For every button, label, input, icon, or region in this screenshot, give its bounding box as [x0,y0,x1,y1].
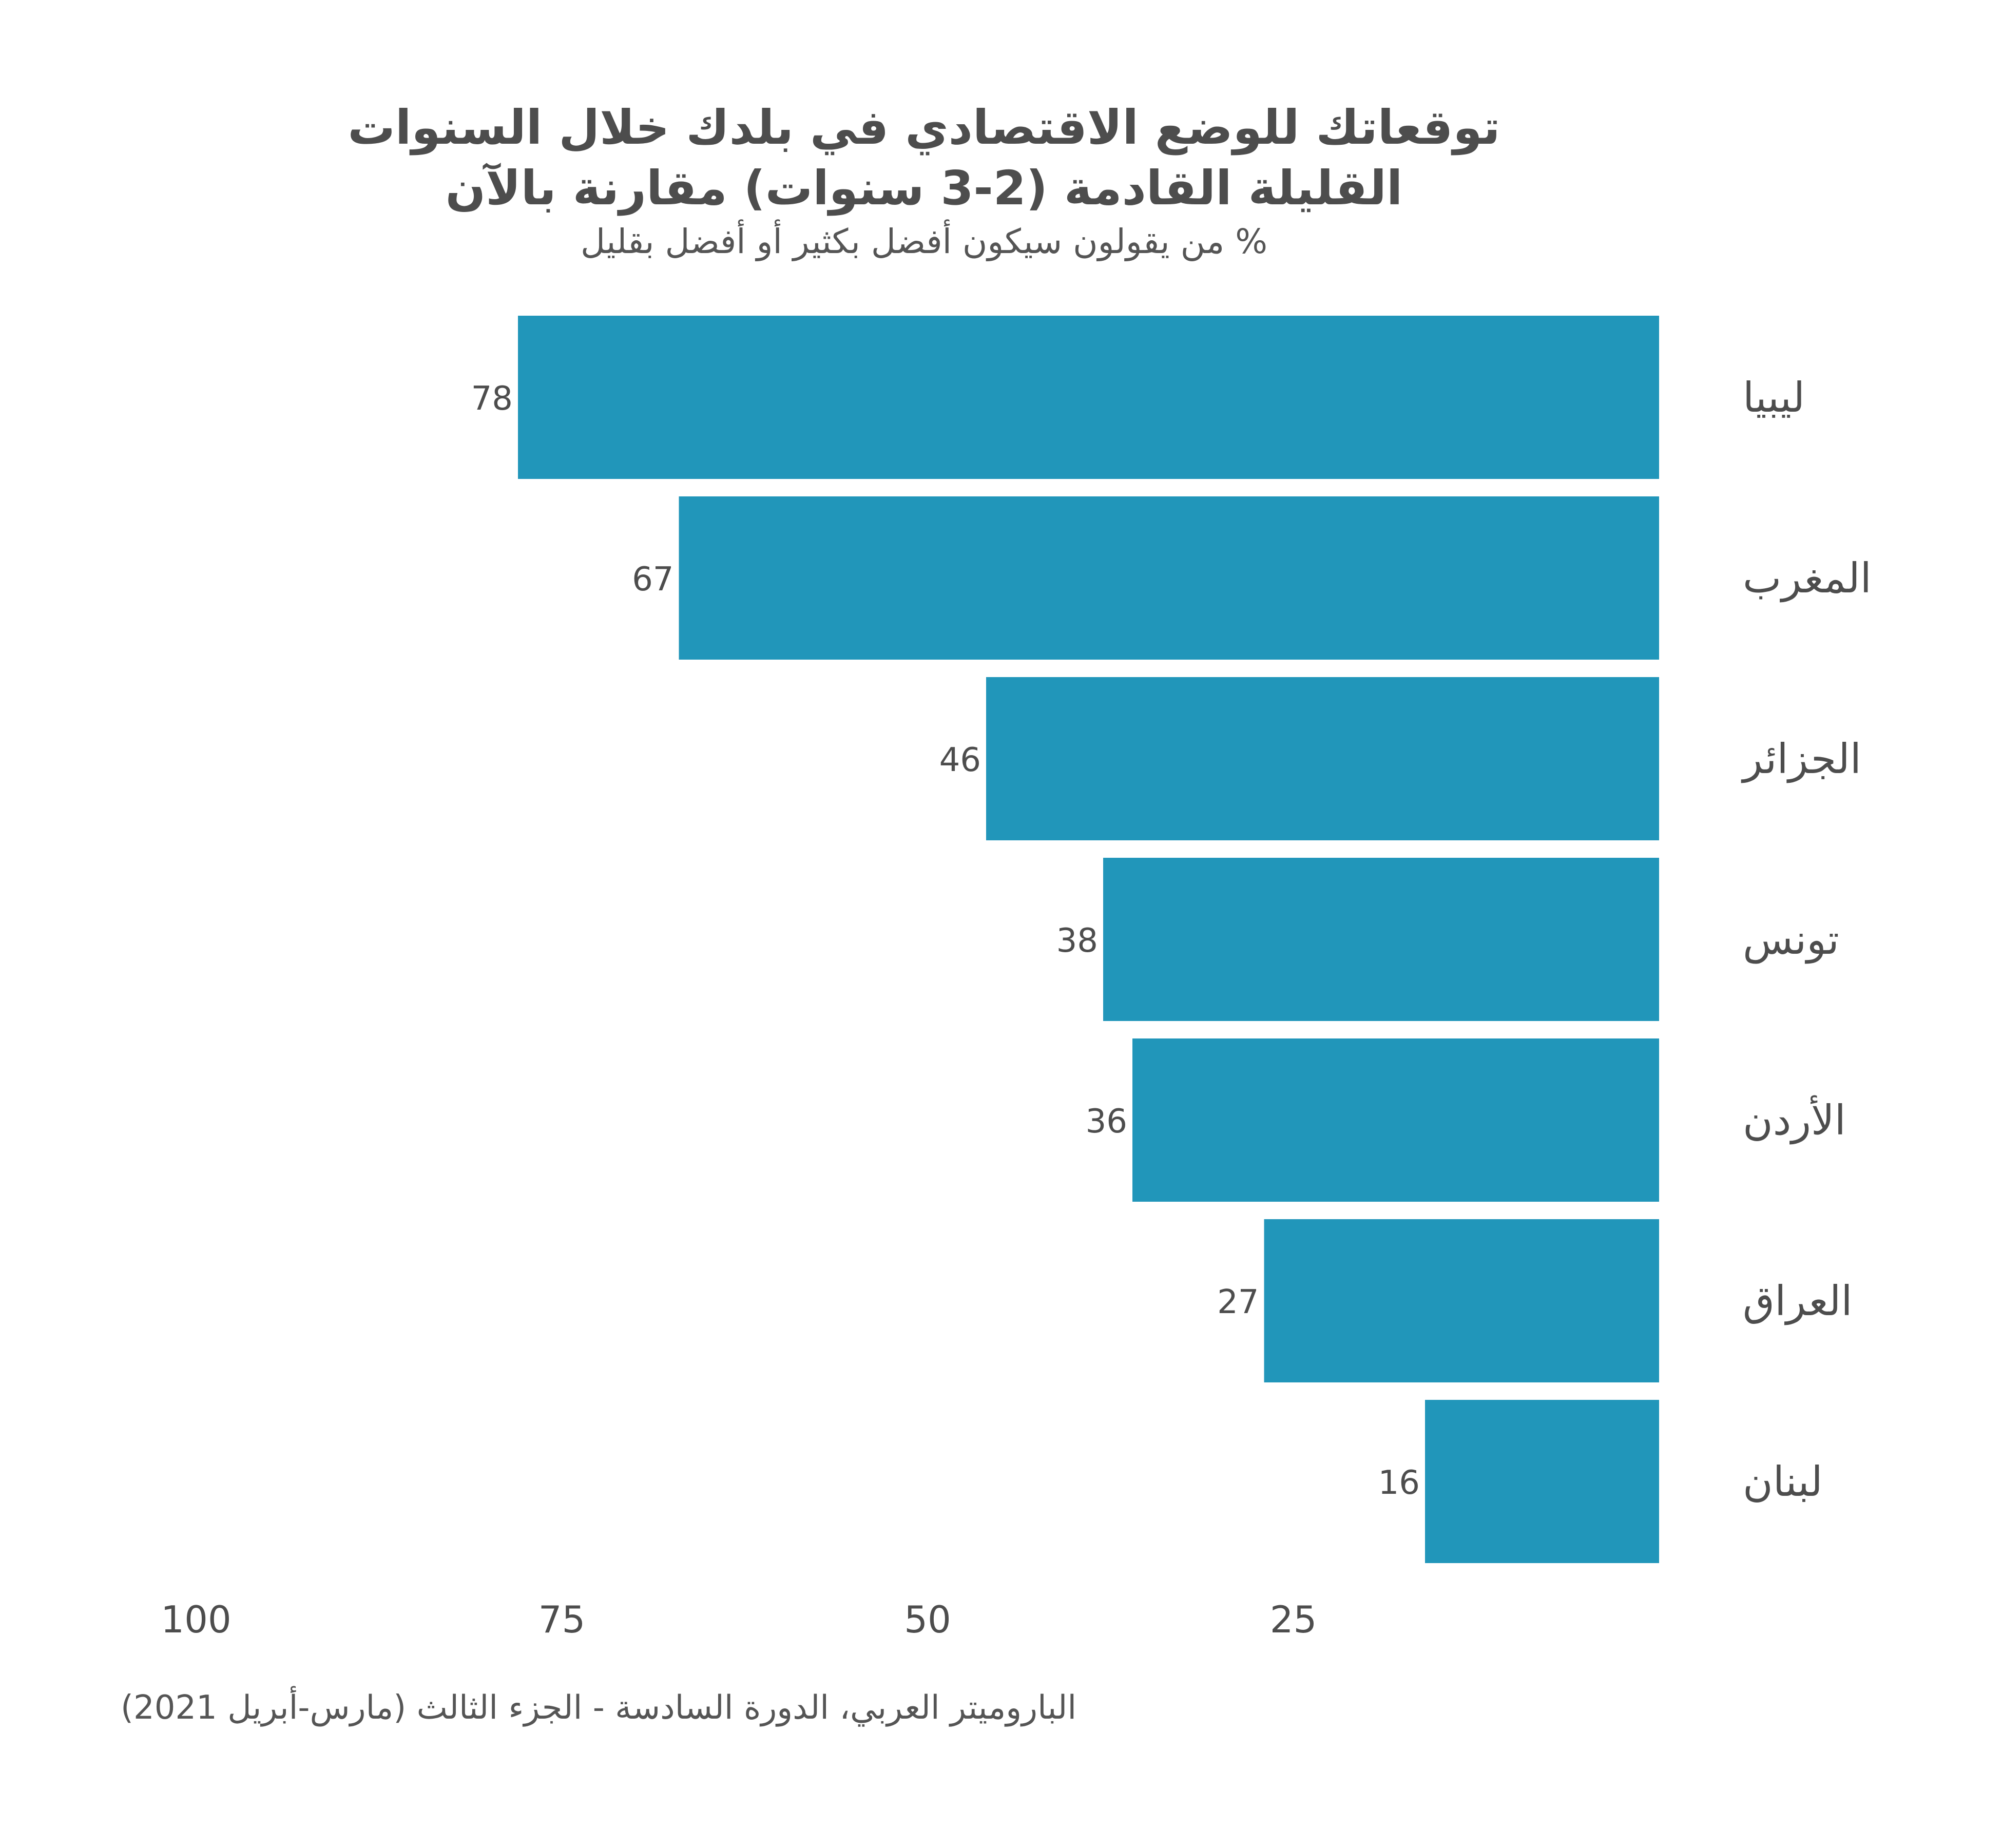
category-label-6: العراق [1743,1277,1853,1325]
x-axis-ticks: 100 75 50 25 [161,1598,1317,1641]
bar-2 [679,496,1659,660]
category-label-3: الجزائر [1741,735,1861,783]
x-tick-label-1: 100 [161,1598,231,1641]
data-label-1: 78 [471,380,513,418]
category-label-4: تونس [1743,916,1839,964]
bar-4 [1103,858,1659,1021]
category-label-5: الأردن [1743,1095,1846,1145]
bar-3 [986,677,1659,840]
bar-5 [1132,1038,1659,1202]
category-label-7: لبنان [1743,1458,1823,1506]
category-label-1: ليبيا [1743,374,1805,421]
bar-6 [1264,1219,1659,1382]
x-tick-label-2: 75 [538,1598,586,1641]
data-label-7: 16 [1378,1464,1420,1502]
data-label-5: 36 [1086,1103,1127,1141]
value-labels-layer: 78 67 46 38 36 27 16 [471,380,1420,1502]
category-label-2: المغرب [1743,554,1872,603]
data-label-3: 46 [939,741,981,779]
data-label-2: 67 [632,561,673,599]
x-tick-label-4: 25 [1270,1598,1317,1641]
chart-subtitle: % من يقولون سيكون أفضل بكثير أو أفضل بقل… [581,222,1267,261]
source-note: الباروميتر العربي، الدورة السادسة - الجز… [121,1689,1077,1727]
bars-layer [518,316,1659,1563]
chart-title: توقعاتك للوضع الاقتصادي في بلدك خلال الس… [348,100,1500,216]
data-label-6: 27 [1217,1283,1259,1321]
category-labels-layer: ليبيا المغرب الجزائر تونس الأردن العراق لبنان [1741,374,1872,1506]
data-label-4: 38 [1056,922,1098,960]
title-block: توقعاتك للوضع الاقتصادي في بلدك خلال الس… [0,98,1848,265]
bar-1 [518,316,1659,479]
x-tick-label-3: 50 [904,1598,951,1641]
bar-7 [1425,1400,1659,1563]
